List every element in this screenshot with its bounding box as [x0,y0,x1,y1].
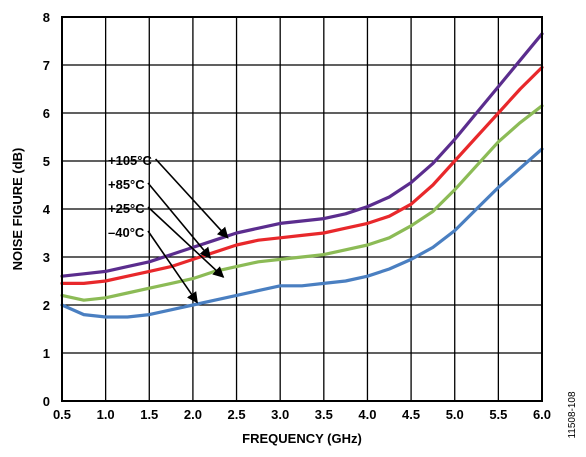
annotation-group: +105°C +85°C +25°C –40°C [108,153,229,304]
series-line-1 [60,65,544,285]
figure-id: 11508-108 [567,391,578,439]
x-tick-label: 1.5 [140,407,158,422]
series-line-0 [60,32,544,278]
series-group [60,32,544,319]
y-tick-label: 8 [43,10,50,25]
annotation-arrow [147,230,198,304]
series-line-3 [60,147,544,319]
x-axis-label: FREQUENCY (GHz) [242,431,362,446]
x-tick-label: 6.0 [533,407,551,422]
y-tick-label: 4 [43,202,51,217]
x-tick-label: 0.5 [53,407,71,422]
series-line-2 [60,104,544,302]
y-tick-label: 6 [43,106,50,121]
y-tick-label: 5 [43,154,50,169]
tick-labels: 0.5 1.0 1.5 2.0 2.5 3.0 3.5 4.0 4.5 5.0 5.5 6.0 0 1 2 3… [43,10,551,422]
y-axis-label: NOISE FIGURE (dB) [10,148,25,271]
plot-frame [61,16,543,402]
annotation-arrow [155,158,229,239]
x-tick-label: 3.5 [315,407,333,422]
y-tick-label: 2 [43,298,50,313]
annotation-label: +105°C [108,153,152,168]
y-tick-label: 0 [43,394,50,409]
annotation-label: –40°C [108,225,145,240]
annotation-arrow [147,182,212,259]
x-tick-label: 3.0 [271,407,289,422]
x-tick-label: 5.0 [446,407,464,422]
y-tick-label: 3 [43,250,50,265]
x-tick-label: 1.0 [97,407,115,422]
x-tick-label: 2.0 [184,407,202,422]
x-tick-label: 4.0 [358,407,376,422]
y-tick-label: 7 [43,58,50,73]
x-tick-label: 4.5 [402,407,420,422]
y-tick-label: 1 [43,346,50,361]
x-tick-label: 5.5 [489,407,507,422]
x-tick-label: 2.5 [228,407,246,422]
annotation-label: +25°C [108,201,145,216]
annotation-label: +85°C [108,177,145,192]
annotation-arrow [147,206,225,278]
